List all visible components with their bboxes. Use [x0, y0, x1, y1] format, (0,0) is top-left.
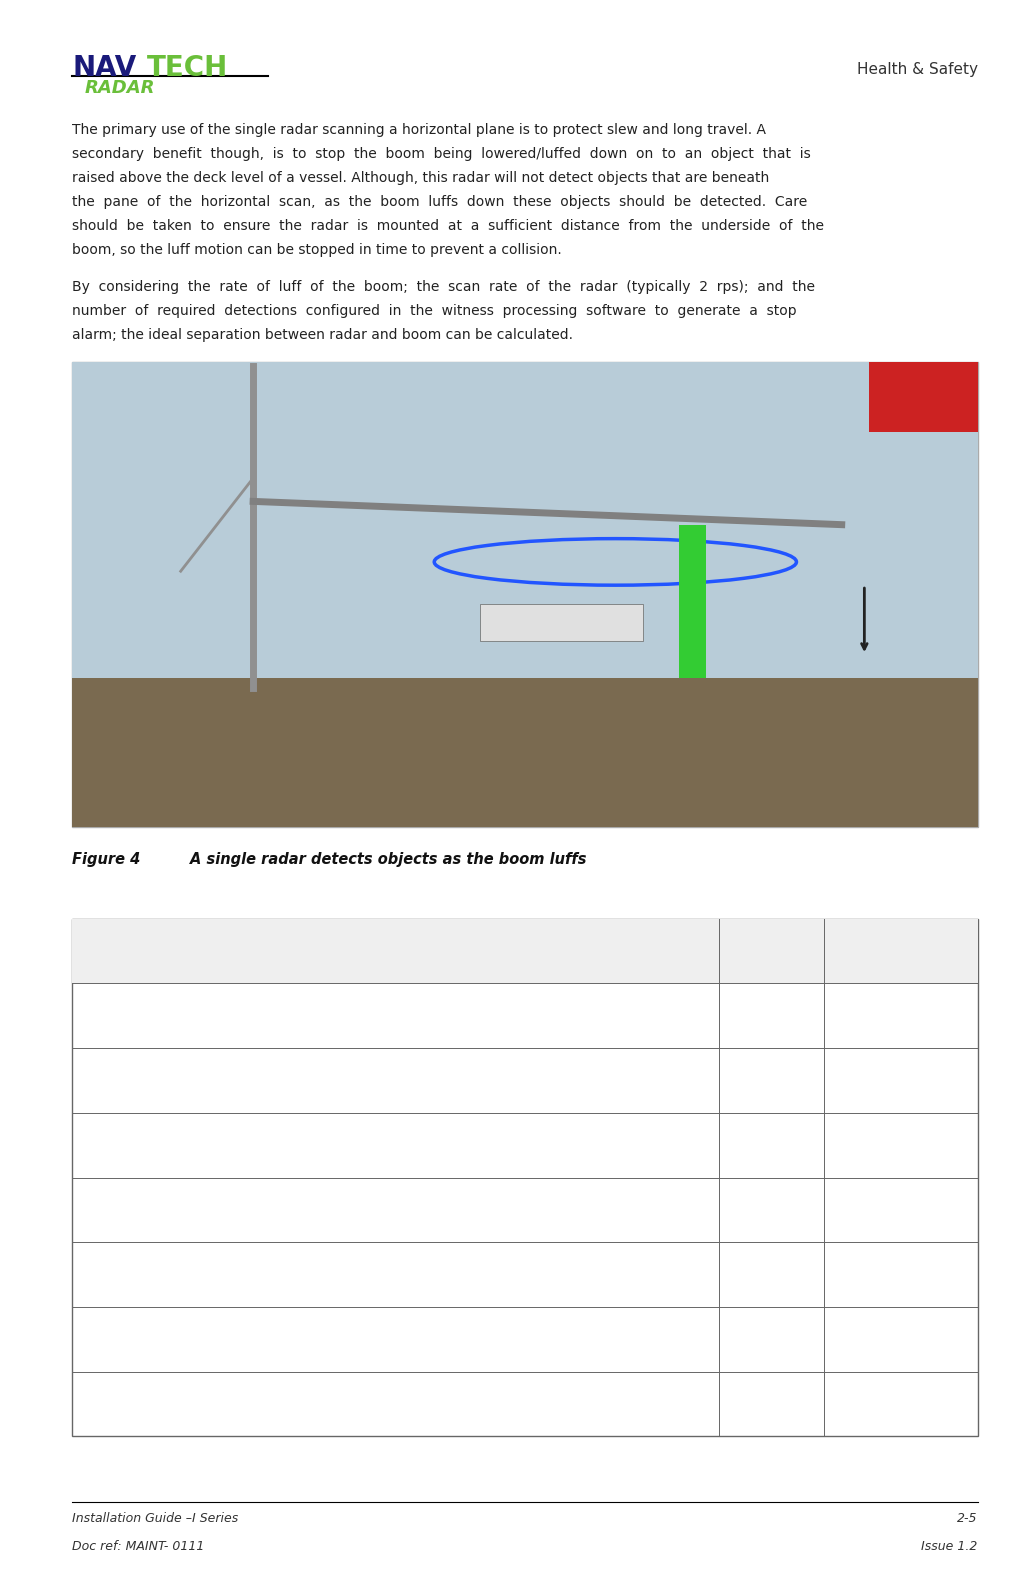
Text: Safety Margin, to accommodates the boom stopping distance: Safety Margin, to accommodates the boom …	[84, 1398, 496, 1411]
Text: 4: 4	[768, 1204, 776, 1217]
Text: Health & Safety: Health & Safety	[856, 62, 978, 77]
Text: secondary  benefit  though,  is  to  stop  the  boom  being  lowered/luffed  dow: secondary benefit though, is to stop the…	[72, 147, 811, 161]
Text: Doc ref: MAINT- 0111: Doc ref: MAINT- 0111	[72, 1540, 205, 1553]
Text: 2-5: 2-5	[957, 1512, 978, 1524]
Text: 0.15: 0.15	[756, 1075, 786, 1087]
Text: meters: meters	[877, 1333, 924, 1346]
Text: Sec: Sec	[889, 1269, 913, 1281]
Bar	[72, 918, 978, 1436]
Text: Radar detections configured in software processing, to raise a stop alarm: Radar detections configured in software …	[84, 1204, 574, 1217]
Bar	[679, 524, 706, 679]
Text: meters: meters	[877, 1010, 924, 1023]
Text: Luff Operation - Vertical Radar: Luff Operation - Vertical Radar	[84, 944, 325, 958]
Text: deg/sec: deg/sec	[875, 1075, 927, 1087]
Text: By  considering  the  rate  of  luff  of  the  boom;  the  scan  rate  of  the  : By considering the rate of luff of the b…	[72, 281, 815, 294]
Text: NAV: NAV	[72, 54, 136, 82]
Text: Boom length: Boom length	[84, 1010, 170, 1023]
Text: the  pane  of  the  horizontal  scan,  as  the  boom  luffs  down  these  object: the pane of the horizontal scan, as the …	[72, 196, 808, 208]
Bar	[72, 361, 978, 679]
Text: raised above the deck level of a vessel. Although, this radar will not detect ob: raised above the deck level of a vessel.…	[72, 170, 770, 185]
Text: Time to detect, for a 2 Hz radar [4Hz option available]: Time to detect, for a 2 Hz radar [4Hz op…	[84, 1269, 446, 1281]
Text: RADAR: RADAR	[84, 79, 155, 96]
Text: alarm; the ideal separation between radar and boom can be calculated.: alarm; the ideal separation between rada…	[72, 328, 573, 342]
Text: TECH: TECH	[147, 54, 228, 82]
Text: A single radar detects objects as the boom luffs: A single radar detects objects as the bo…	[149, 852, 587, 868]
Bar	[72, 918, 978, 983]
Text: 0.27: 0.27	[756, 1333, 786, 1346]
Text: rate of turn on boom Luff: rate of turn on boom Luff	[84, 1075, 252, 1087]
Bar	[480, 604, 642, 641]
Text: 1.5: 1.5	[761, 1398, 782, 1411]
Bar	[72, 361, 978, 827]
Text: boom, so the luff motion can be stopped in time to prevent a collision.: boom, so the luff motion can be stopped …	[72, 243, 562, 257]
Bar	[72, 679, 978, 827]
Bar	[868, 361, 978, 431]
Text: Luff meters moved at the boom tip, before full detection: Luff meters moved at the boom tip, befor…	[84, 1333, 462, 1346]
Text: Issue 1.2: Issue 1.2	[921, 1540, 978, 1553]
Text: meters/sec: meters/sec	[863, 1139, 937, 1152]
Text: 0.14: 0.14	[757, 1139, 786, 1152]
Text: 52: 52	[764, 1010, 780, 1023]
Text: The primary use of the single radar scanning a horizontal plane is to protect sl: The primary use of the single radar scan…	[72, 123, 766, 137]
Text: Figure 4: Figure 4	[72, 852, 140, 868]
Text: meters: meters	[877, 1398, 924, 1411]
Text: 2.0: 2.0	[761, 1269, 782, 1281]
Text: velocity at the tip of the boom: velocity at the tip of the boom	[84, 1139, 287, 1152]
Text: Installation Guide –I Series: Installation Guide –I Series	[72, 1512, 239, 1524]
Text: should  be  taken  to  ensure  the  radar  is  mounted  at  a  sufficient  dista: should be taken to ensure the radar is m…	[72, 219, 824, 234]
Text: number  of  required  detections  configured  in  the  witness  processing  soft: number of required detections configured…	[72, 305, 796, 319]
